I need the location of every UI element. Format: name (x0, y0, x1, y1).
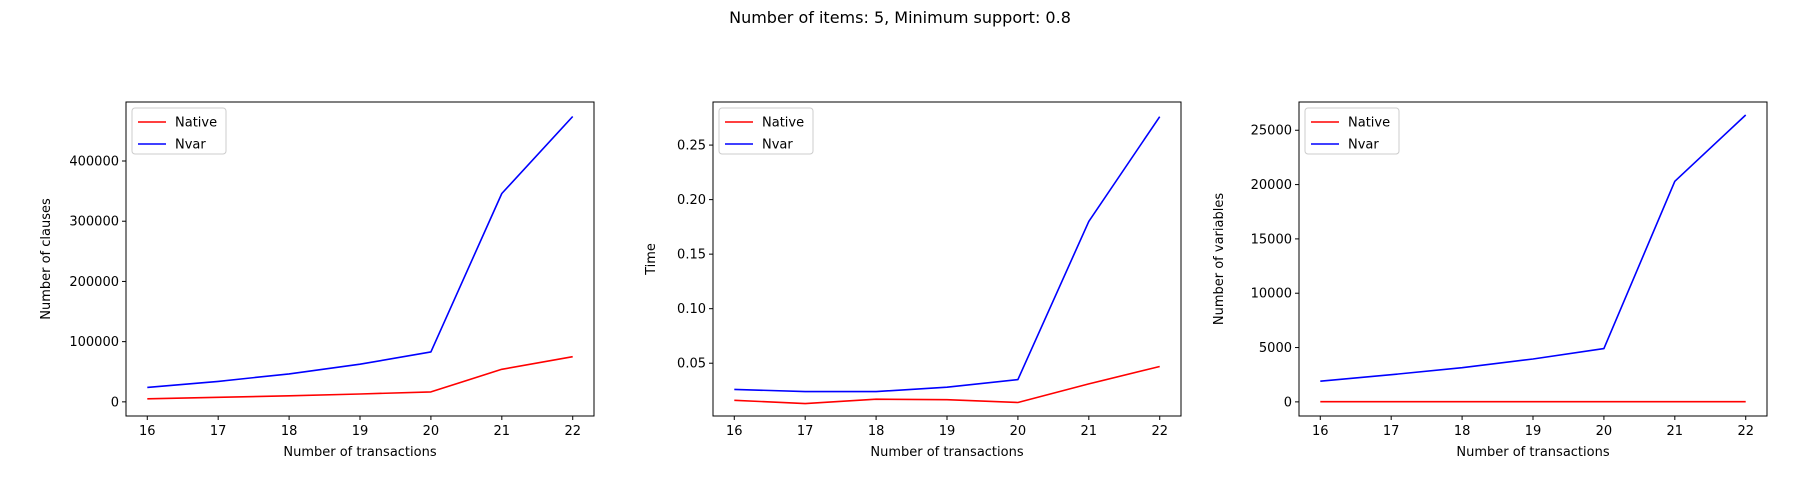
x-tick-label: 19 (1525, 424, 1542, 439)
x-axis-label: Number of transactions (870, 445, 1023, 460)
series-line-native (734, 365, 1160, 405)
legend-label-native: Native (175, 116, 217, 131)
y-tick-label: 15000 (1251, 232, 1292, 247)
chart-panel-3: 16 17 18 19 20 21 22 0 5000 10000 15000 20000 25000 N… (1212, 101, 1768, 460)
y-tick-label: 0.25 (677, 139, 706, 154)
y-tick-label: 0 (111, 395, 119, 410)
x-tick-label: 16 (1312, 424, 1329, 439)
x-tick-label: 22 (1737, 424, 1754, 439)
legend-label-native: Native (762, 116, 804, 131)
x-tick-label: 19 (352, 424, 369, 439)
x-tick-label: 17 (797, 424, 814, 439)
x-tick-label: 21 (494, 424, 511, 439)
series-line-nvar (147, 115, 574, 389)
y-tick-label: 200000 (69, 275, 119, 290)
chart-panel-2: 16 17 18 19 20 21 22 0.05 0.10 0.15 0.20 0.25 Number… (644, 101, 1182, 460)
legend-label-native: Native (1348, 116, 1390, 131)
y-tick-label: 0.10 (677, 302, 706, 317)
legend: Native Nvar (1304, 107, 1400, 155)
y-tick-label: 400000 (69, 155, 119, 170)
x-tick-label: 16 (726, 424, 743, 439)
series-line-nvar (1320, 114, 1747, 382)
x-axis-label: Number of transactions (1456, 445, 1609, 460)
x-tick-label: 18 (868, 424, 885, 439)
legend-box (1304, 107, 1400, 155)
legend-box (131, 107, 227, 155)
y-tick-label: 0.05 (677, 357, 706, 372)
series-line-native (147, 355, 573, 400)
figure-title: Number of items: 5, Minimum support: 0.8 (729, 8, 1071, 27)
y-axis-label: Number of clauses (39, 198, 54, 320)
x-tick-label: 19 (939, 424, 956, 439)
x-tick-label: 22 (1151, 424, 1168, 439)
y-tick-label: 0.20 (677, 193, 706, 208)
x-tick-label: 22 (564, 424, 581, 439)
x-tick-label: 17 (1383, 424, 1400, 439)
y-axis-label: Time (644, 243, 659, 276)
legend: Native Nvar (718, 107, 814, 155)
legend-label-nvar: Nvar (1348, 138, 1379, 153)
x-tick-label: 20 (1010, 424, 1027, 439)
y-tick-label: 10000 (1251, 287, 1292, 302)
y-tick-label: 0 (1284, 395, 1292, 410)
x-tick-label: 20 (1596, 424, 1613, 439)
x-tick-label: 18 (1454, 424, 1471, 439)
legend: Native Nvar (131, 107, 227, 155)
x-tick-label: 21 (1667, 424, 1684, 439)
x-tick-label: 16 (139, 424, 156, 439)
x-tick-label: 21 (1081, 424, 1098, 439)
y-tick-label: 5000 (1259, 341, 1292, 356)
legend-label-nvar: Nvar (175, 138, 206, 153)
y-tick-label: 20000 (1251, 178, 1292, 193)
legend-box (718, 107, 814, 155)
y-axis-label: Number of variables (1212, 193, 1227, 325)
legend-label-nvar: Nvar (762, 138, 793, 153)
y-tick-label: 300000 (69, 215, 119, 230)
x-tick-label: 20 (423, 424, 440, 439)
chart-panel-1: 16 17 18 19 20 21 22 0 100000 200000 300000 400000 N… (39, 101, 595, 460)
x-tick-label: 17 (210, 424, 227, 439)
x-axis-label: Number of transactions (283, 445, 436, 460)
y-tick-label: 0.15 (677, 248, 706, 263)
y-tick-label: 25000 (1251, 124, 1292, 139)
y-tick-label: 100000 (69, 335, 119, 350)
x-tick-label: 18 (281, 424, 298, 439)
series-line-nvar (734, 116, 1161, 393)
